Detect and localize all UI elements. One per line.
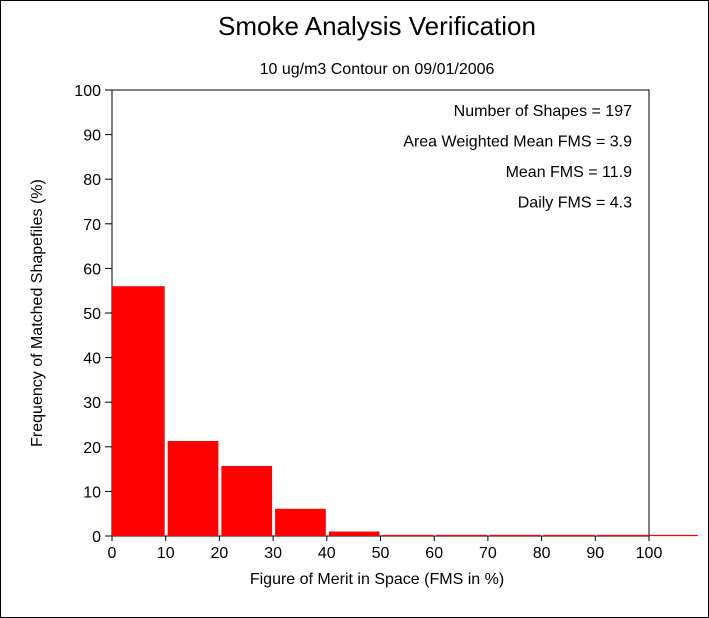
y-ticks-group: 0 10 20 30 40 50 60 70 80 90 100 — [74, 83, 112, 546]
x-tick-label: 60 — [425, 545, 443, 562]
histogram-bar — [436, 534, 487, 536]
x-tick-label: 10 — [157, 545, 175, 562]
x-tick-label: 100 — [636, 545, 663, 562]
y-tick-label: 0 — [92, 529, 101, 546]
y-tick-label: 20 — [83, 440, 101, 457]
y-tick-label: 50 — [83, 306, 101, 323]
stat-annotation: Daily FMS = 4.3 — [518, 195, 632, 212]
histogram-bar — [489, 534, 541, 536]
y-tick-label: 10 — [83, 484, 101, 501]
y-tick-label: 40 — [83, 351, 101, 368]
stat-annotation: Mean FMS = 11.9 — [506, 164, 633, 181]
y-tick-label: 80 — [83, 172, 101, 189]
chart-title: Smoke Analysis Verification — [218, 11, 536, 41]
histogram-bar — [221, 465, 273, 536]
histogram-bar — [328, 531, 380, 536]
x-tick-label: 40 — [318, 545, 336, 562]
x-ticks-group: 0 10 20 30 40 50 60 70 80 90 100 — [108, 536, 663, 562]
y-axis-label: Frequency of Matched Shapefiles (%) — [29, 179, 46, 447]
y-tick-label: 60 — [83, 261, 101, 278]
histogram-bar — [167, 441, 219, 536]
y-tick-label: 100 — [74, 83, 101, 100]
x-axis-label: Figure of Merit in Space (FMS in %) — [250, 571, 504, 588]
x-tick-label: 90 — [586, 545, 604, 562]
stat-annotation: Number of Shapes = 197 — [454, 103, 632, 120]
y-tick-label: 90 — [83, 128, 101, 145]
stats-annotations: Number of Shapes = 197 Area Weighted Mean… — [403, 103, 632, 212]
y-tick-label: 70 — [83, 217, 101, 234]
stat-annotation: Area Weighted Mean FMS = 3.9 — [403, 134, 632, 151]
y-tick-label: 30 — [83, 395, 101, 412]
chart-subtitle: 10 ug/m3 Contour on 09/01/2006 — [260, 61, 495, 78]
histogram-bar — [112, 286, 165, 536]
x-tick-label: 30 — [264, 545, 282, 562]
x-tick-label: 50 — [372, 545, 390, 562]
histogram-bar — [543, 534, 595, 536]
bars-group — [112, 286, 698, 537]
histogram-bar — [275, 508, 326, 536]
x-tick-label: 70 — [479, 545, 497, 562]
x-tick-label: 0 — [108, 545, 117, 562]
x-tick-label: 20 — [211, 545, 229, 562]
histogram-bar — [382, 534, 434, 536]
x-tick-label: 80 — [533, 545, 551, 562]
histogram-bar — [597, 534, 648, 536]
